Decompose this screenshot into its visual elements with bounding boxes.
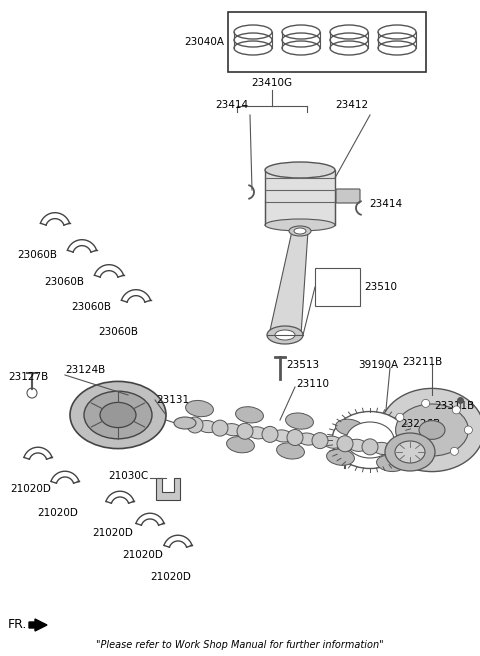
Text: 21020D: 21020D [10,484,51,494]
Text: 23211B: 23211B [402,357,442,367]
Polygon shape [269,231,308,335]
Circle shape [421,400,430,407]
Text: 21030C: 21030C [108,471,148,481]
Polygon shape [156,478,180,500]
Text: 23060B: 23060B [44,277,84,287]
Ellipse shape [326,449,354,465]
Ellipse shape [396,404,468,456]
Circle shape [212,420,228,436]
Text: 23410G: 23410G [252,78,293,88]
Ellipse shape [332,411,408,468]
Circle shape [262,426,278,442]
Ellipse shape [380,388,480,472]
Ellipse shape [273,430,292,442]
Text: 23110: 23110 [296,379,329,389]
Text: 23311B: 23311B [434,401,474,411]
Ellipse shape [223,424,242,436]
Ellipse shape [395,441,425,463]
FancyBboxPatch shape [336,189,360,203]
Text: 23414: 23414 [215,100,248,110]
Text: 21020D: 21020D [37,508,78,518]
Polygon shape [29,619,47,631]
Ellipse shape [236,407,264,423]
Ellipse shape [372,442,393,455]
Circle shape [287,430,303,445]
Ellipse shape [294,228,306,234]
Circle shape [237,423,253,440]
Ellipse shape [267,326,303,344]
Circle shape [395,437,403,445]
Ellipse shape [419,420,445,440]
Circle shape [337,436,353,452]
Bar [228,12,426,72]
Ellipse shape [265,219,335,231]
Ellipse shape [198,420,217,433]
Text: FR.: FR. [8,619,27,632]
Ellipse shape [227,436,254,453]
Circle shape [419,452,427,461]
Bar [315,268,360,306]
Text: 23513: 23513 [286,360,319,370]
Ellipse shape [286,413,313,429]
Text: 23127B: 23127B [8,372,48,382]
Text: 21020D: 21020D [122,550,163,560]
Text: 23510: 23510 [364,282,397,292]
Ellipse shape [348,440,368,451]
Ellipse shape [70,381,166,449]
Text: "Please refer to Work Shop Manual for further information": "Please refer to Work Shop Manual for fu… [96,640,384,650]
Text: 21020D: 21020D [150,572,191,582]
Text: 23414: 23414 [369,199,402,209]
Text: 23131: 23131 [156,395,189,405]
Circle shape [387,442,403,458]
Circle shape [362,439,378,455]
Circle shape [452,406,460,414]
Circle shape [187,417,203,433]
Ellipse shape [186,400,214,417]
Text: 23060B: 23060B [71,302,111,312]
Ellipse shape [336,419,363,436]
Ellipse shape [289,226,311,236]
Text: 23060B: 23060B [98,327,138,337]
Ellipse shape [346,422,394,458]
Circle shape [450,447,458,455]
Circle shape [396,413,404,421]
Ellipse shape [276,443,304,459]
Ellipse shape [275,330,295,340]
Text: 23226B: 23226B [400,419,440,429]
Ellipse shape [385,433,435,471]
Text: 23040A: 23040A [184,37,224,47]
Bar [265,170,335,225]
Text: 39191: 39191 [332,442,365,452]
Text: 23124B: 23124B [65,365,105,375]
Ellipse shape [298,433,317,445]
Text: 23412: 23412 [335,100,368,110]
Ellipse shape [84,391,152,439]
Ellipse shape [377,455,405,472]
Text: 23060B: 23060B [17,250,57,260]
Circle shape [312,432,328,449]
Text: 21020D: 21020D [92,528,133,538]
Ellipse shape [174,417,196,429]
Ellipse shape [323,436,342,448]
Ellipse shape [265,162,335,178]
Ellipse shape [100,402,136,428]
Ellipse shape [248,427,267,439]
Circle shape [464,426,472,434]
Text: 39190A: 39190A [358,360,398,370]
